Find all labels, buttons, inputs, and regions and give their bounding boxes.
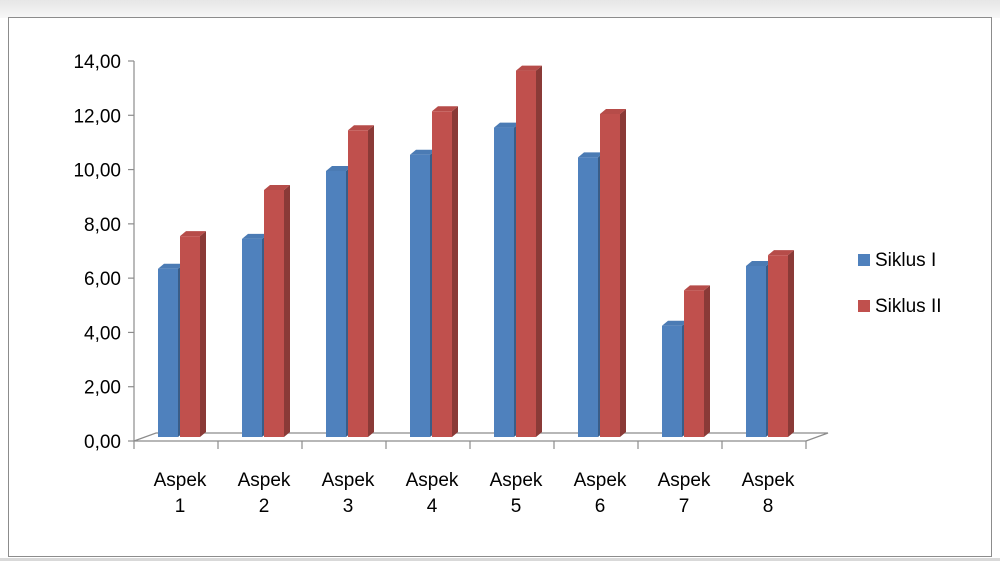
bar-top — [516, 65, 542, 71]
x-tick-label-line: Aspek — [490, 470, 543, 491]
bar-front — [600, 114, 620, 437]
legend-swatch — [858, 300, 870, 312]
bar-top — [348, 125, 374, 131]
bar-top — [410, 149, 436, 155]
bar-top — [158, 263, 184, 269]
bar-siklus-ii — [348, 125, 374, 438]
x-tick-label-line: 3 — [343, 496, 354, 517]
y-tick-label: 4,00 — [84, 323, 121, 344]
bar-top — [264, 185, 290, 190]
bar-siklus-ii — [684, 285, 710, 437]
y-tick-label: 12,00 — [73, 106, 121, 127]
bar-side — [536, 65, 542, 438]
bar-siklus-ii — [180, 231, 206, 437]
bar-side — [452, 106, 458, 438]
bar-top — [662, 320, 688, 326]
bar-front — [264, 190, 284, 437]
bar-side — [368, 125, 374, 438]
bar-front — [662, 325, 682, 437]
x-tick-label-line: Aspek — [238, 470, 291, 491]
bar-front — [432, 111, 452, 438]
x-tick-label-line: Aspek — [322, 470, 375, 491]
x-tick-label: Aspek 4 — [406, 470, 459, 517]
y-tick-label: 8,00 — [84, 215, 121, 236]
x-tick-label-line: Aspek — [154, 470, 207, 491]
y-tick-label: 0,00 — [84, 432, 121, 453]
bar-top — [578, 152, 604, 158]
x-tick-label-line: 1 — [175, 496, 186, 517]
x-tick-label-line: 8 — [763, 496, 774, 517]
bar-top — [768, 250, 794, 256]
x-tick-label-line: 5 — [511, 496, 522, 517]
bar-front — [516, 70, 536, 438]
bar-front — [494, 127, 514, 438]
axes — [128, 60, 829, 449]
y-tick-label: 14,00 — [73, 52, 121, 73]
y-tick-label: 10,00 — [73, 161, 121, 182]
bar-top — [684, 285, 710, 291]
bar-top — [326, 166, 352, 171]
bar-front — [684, 290, 704, 437]
bar-front — [158, 268, 178, 437]
bar-top — [746, 261, 772, 266]
bar-front — [180, 236, 200, 437]
bar-front — [578, 157, 598, 437]
bar-front — [348, 130, 368, 437]
x-tick-label: Aspek 1 — [154, 470, 207, 517]
bar-siklus-ii — [768, 250, 794, 437]
x-tick-label: Aspek 2 — [238, 470, 291, 517]
x-tick-label-line: 6 — [595, 496, 606, 517]
bars — [158, 65, 794, 438]
bar-siklus-ii — [264, 185, 290, 437]
y-axis-labels: 0,00 2,00 4,00 6,00 8,00 10,00 12,00 14,00 — [73, 52, 121, 453]
x-tick-label-line: Aspek — [574, 470, 627, 491]
legend-label: Siklus II — [875, 296, 942, 317]
x-tick-label-line: Aspek — [742, 470, 795, 491]
top-strip — [0, 0, 1000, 18]
x-tick-label-line: 2 — [259, 496, 270, 517]
bar-siklus-ii — [600, 109, 626, 437]
x-tick-label: Aspek 5 — [490, 470, 543, 517]
bar-top — [600, 109, 626, 114]
x-tick-label: Aspek 7 — [658, 470, 711, 517]
bar-top — [432, 106, 458, 112]
bar-siklus-ii — [516, 65, 542, 438]
bar-siklus-ii — [432, 106, 458, 438]
y-tick-label: 2,00 — [84, 378, 121, 399]
x-tick-label-line: Aspek — [658, 470, 711, 491]
bar-front — [326, 171, 346, 437]
bar-side — [200, 231, 206, 437]
bar-top — [180, 231, 206, 237]
legend: Siklus I Siklus II — [858, 250, 942, 317]
bar-front — [768, 255, 788, 437]
x-tick-label-line: 7 — [679, 496, 690, 517]
x-tick-label-line: Aspek — [406, 470, 459, 491]
x-tick-label: Aspek 8 — [742, 470, 795, 517]
x-tick-label-line: 4 — [427, 496, 438, 517]
bar-side — [788, 250, 794, 437]
bar-side — [620, 109, 626, 437]
bar-front — [746, 266, 766, 437]
bar-top — [242, 233, 268, 239]
y-tick-label: 6,00 — [84, 269, 121, 290]
chart-container: Aspek 1 Aspek 2 Aspek 3 Aspek 4 Aspek 5 Aspek 6 Aspe… — [8, 17, 992, 557]
bar-side — [284, 185, 290, 437]
x-tick-label: Aspek 3 — [322, 470, 375, 517]
legend-label: Siklus I — [875, 250, 936, 271]
bar-top — [494, 122, 520, 128]
legend-swatch — [858, 254, 870, 266]
bar-front — [410, 154, 430, 437]
bar-side — [704, 285, 710, 437]
bar-front — [242, 238, 262, 437]
x-tick-label: Aspek 6 — [574, 470, 627, 517]
x-axis-floor — [133, 432, 829, 442]
